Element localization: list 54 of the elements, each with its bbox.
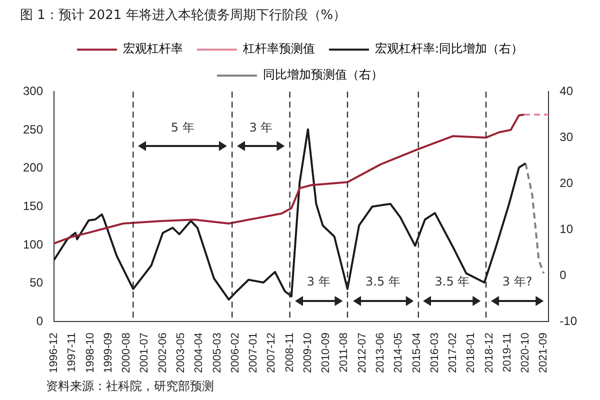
x-tick-label: 1997-11 (66, 332, 78, 372)
x-tick-label: 2020-10 (520, 332, 532, 374)
x-tick-label: 2007-01 (248, 332, 260, 374)
x-tick-label: 2017-02 (447, 332, 460, 374)
y-tick-label: 100 (22, 237, 44, 252)
x-tick-label: 2003-05 (175, 332, 188, 374)
x-tick-label: 2018-12 (483, 332, 496, 374)
y-tick-label: 150 (22, 198, 44, 213)
x-tick-label: 2019-11 (501, 332, 514, 372)
y-tick-label: 250 (22, 122, 44, 136)
legend-label: 宏观杠杆率:同比增加（右） (374, 42, 524, 56)
x-tick-label: 2006-02 (229, 332, 242, 374)
x-tick-label: 2007-12 (266, 332, 278, 374)
x-tick-label: 2014-05 (392, 332, 405, 374)
y2-tick-label: 40 (560, 84, 574, 98)
x-tick-label: 2002-06 (156, 332, 169, 374)
x-tick-label: 2011-08 (338, 332, 350, 372)
legend-label: 宏观杠杆率 (122, 42, 183, 56)
x-tick-label: 2001-07 (138, 332, 151, 374)
y-tick-label: 50 (30, 276, 44, 290)
y-tick-label: 300 (22, 84, 44, 98)
legend-label: 同比增加预测值（右） (263, 68, 383, 82)
annotation: 3 年? (502, 274, 532, 289)
x-tick-label: 2021-09 (538, 332, 550, 374)
annotation: 3.5 年 (434, 274, 470, 289)
annotation: 3.5 年 (366, 274, 400, 289)
x-tick-label: 2008-11 (284, 332, 296, 372)
x-tick-label: 2012-07 (356, 332, 368, 374)
x-tick-label: 2018-01 (465, 332, 478, 374)
legend-label: 杠杆率预测值 (242, 42, 315, 56)
y2-tick-label: 30 (560, 130, 574, 144)
annotation: 5 年 (170, 120, 194, 135)
x-tick-label: 1999-09 (102, 332, 114, 374)
text: 资料来源：社科院，研究部预测 (46, 378, 214, 395)
x-tick-label: 2015-04 (410, 332, 423, 374)
x-tick-label: 2005-03 (211, 332, 224, 374)
x-tick-label: 2013-06 (374, 332, 387, 374)
line-series (524, 162, 545, 274)
x-tick-label: 2010-09 (320, 332, 332, 374)
annotation: 3 年 (249, 120, 273, 135)
x-tick-label: 1998-10 (84, 332, 96, 374)
y2-tick-label: -10 (560, 314, 578, 328)
y2-tick-label: 20 (560, 176, 574, 190)
y2-tick-label: 0 (560, 268, 567, 282)
y2-tick-label: 10 (560, 222, 574, 236)
y-tick-label: 200 (22, 160, 44, 175)
x-tick-label: 2004-04 (193, 332, 206, 374)
x-tick-label: 2016-03 (428, 332, 441, 374)
annotation: 3 年 (306, 274, 330, 289)
x-tick-label: 2009-10 (302, 332, 314, 374)
y-tick-label: 0 (36, 314, 44, 328)
x-tick-label: 2000-08 (120, 332, 133, 374)
chart-title: 图 1：预计 2021 年将进入本轮债务周期下行阶段（%） (20, 8, 346, 24)
x-tick-label: 1996-12 (48, 332, 60, 374)
